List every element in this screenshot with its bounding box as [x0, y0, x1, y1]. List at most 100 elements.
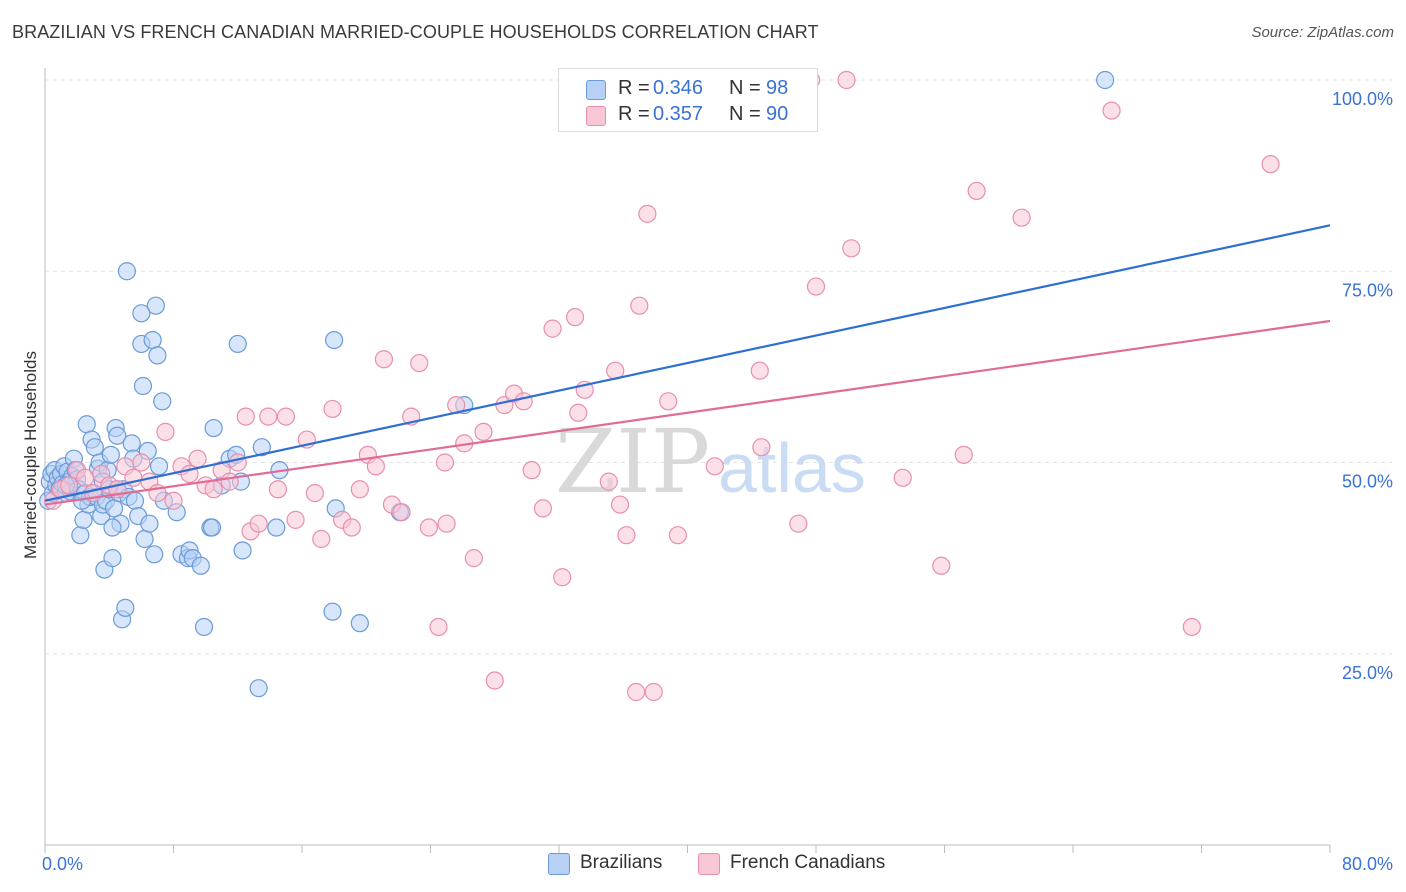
- correlation-legend: R = 0.346 N = 98 R = 0.357 N = 90: [558, 68, 818, 132]
- french-canadian-point: [1261, 155, 1280, 174]
- french-canadian-point: [1182, 617, 1201, 637]
- y-tick-label: 50.0%: [1342, 472, 1393, 492]
- french-canadian-point: [236, 407, 255, 426]
- brazilian-point: [1096, 70, 1115, 90]
- brazilian-point: [143, 331, 162, 350]
- french-canadian-point: [392, 503, 411, 522]
- chart-title: BRAZILIAN VS FRENCH CANADIAN MARRIED-COU…: [12, 22, 819, 42]
- brazilian-point: [133, 376, 153, 396]
- french-canadian-point: [837, 70, 856, 90]
- brazilian-point: [153, 392, 172, 411]
- french-canadian-point: [474, 422, 493, 441]
- french-canadian-point: [312, 529, 331, 549]
- french-canadian-point: [485, 671, 504, 690]
- french-canadian-point: [617, 526, 636, 545]
- french-canadian-trend-line: [44, 319, 1331, 506]
- french-canadian-point: [305, 484, 324, 503]
- french-canadian-point: [366, 457, 385, 476]
- french-canadian-point: [610, 495, 630, 514]
- french-canadian-point: [1012, 208, 1031, 227]
- brazilian-point: [104, 499, 124, 518]
- legend-r-label: R =: [618, 103, 650, 125]
- french-canadian-point: [514, 392, 533, 411]
- grid-lines: [45, 79, 1392, 655]
- french-canadian-point: [893, 468, 912, 487]
- french-canadian-point: [435, 453, 455, 472]
- french-canadian-point: [1102, 101, 1121, 120]
- legend-r-label: R =: [618, 77, 650, 99]
- french-canadian-point: [204, 480, 223, 499]
- french-canadian-point: [437, 514, 456, 533]
- brazilian-point: [202, 518, 222, 537]
- french-canadian-point: [659, 392, 678, 411]
- brazilian-point: [252, 438, 271, 457]
- french-canadian-point: [967, 181, 986, 201]
- french-canadian-point: [164, 491, 183, 510]
- brazilian-point: [116, 598, 135, 617]
- bottom-legend-swatch-brazilians: [548, 853, 570, 875]
- french-canadian-point: [76, 468, 95, 487]
- brazilian-point: [228, 334, 247, 354]
- french-canadian-point: [553, 568, 572, 587]
- french-canadian-point: [543, 319, 562, 338]
- french-canadian-point: [752, 438, 771, 457]
- french-canadian-point: [630, 296, 649, 315]
- french-canadian-point: [599, 472, 618, 491]
- brazilian-point: [350, 614, 369, 633]
- brazilian-point: [103, 549, 122, 568]
- brazilian-point: [149, 457, 169, 476]
- french-canadian-point: [638, 204, 657, 223]
- brazilian-point: [101, 445, 120, 464]
- legend-swatch-brazilians: [586, 80, 606, 100]
- legend-r-value-brazilians: 0.346: [653, 77, 704, 99]
- brazilian-point: [135, 529, 154, 549]
- bottom-legend-label-french-canadians: French Canadians: [730, 852, 886, 873]
- legend-n-label: N =: [729, 103, 761, 125]
- french-canadian-point: [228, 453, 247, 472]
- french-canadian-point: [276, 407, 296, 426]
- watermark: ZIP atlas: [555, 410, 866, 513]
- brazilian-point: [191, 556, 210, 575]
- brazilian-point: [140, 514, 159, 533]
- brazilian-point: [267, 518, 286, 537]
- french-canadian-point: [569, 403, 588, 422]
- brazilian-point: [145, 545, 164, 564]
- legend-swatch-french-canadians: [586, 106, 606, 126]
- french-canadian-point: [374, 350, 394, 369]
- data-points: [39, 70, 1280, 702]
- trend-lines: [44, 224, 1331, 506]
- legend-n-value-french-canadians: 90: [766, 103, 789, 125]
- y-tick-label: 75.0%: [1342, 280, 1393, 300]
- brazilian-trend-line: [44, 224, 1331, 502]
- french-canadian-point: [323, 399, 342, 419]
- french-canadian-point: [626, 682, 646, 702]
- x-tick-label: 0.0%: [42, 854, 83, 874]
- watermark-zip: ZIP: [555, 410, 710, 513]
- french-canadian-point: [565, 308, 585, 327]
- french-canadian-point: [268, 480, 288, 499]
- brazilian-point: [85, 438, 104, 457]
- french-canadian-point: [429, 617, 448, 637]
- legend-r-value-french-canadians: 0.357: [653, 103, 704, 125]
- french-canadian-point: [342, 518, 361, 537]
- legend-n-label: N =: [729, 77, 761, 99]
- legend-row-french-canadians: R = 0.357 N = 90: [559, 101, 817, 129]
- french-canadian-point: [932, 556, 951, 575]
- french-canadian-point: [644, 682, 663, 702]
- french-canadian-point: [188, 449, 207, 468]
- x-tick-label: 80.0%: [1342, 854, 1393, 874]
- brazilian-point: [249, 679, 268, 698]
- french-canadian-point: [533, 499, 553, 518]
- brazilian-point: [122, 434, 141, 453]
- y-tick-label: 25.0%: [1342, 663, 1393, 683]
- brazilian-point: [146, 296, 165, 315]
- french-canadian-point: [59, 476, 79, 495]
- legend-row-brazilians: R = 0.346 N = 98: [559, 75, 817, 103]
- brazilian-point: [117, 262, 137, 281]
- french-canadian-point: [350, 480, 369, 499]
- brazilian-point: [108, 426, 127, 445]
- y-axis-title: Married-couple Households: [21, 351, 40, 559]
- y-tick-label: 100.0%: [1332, 89, 1393, 109]
- french-canadian-point: [750, 361, 769, 380]
